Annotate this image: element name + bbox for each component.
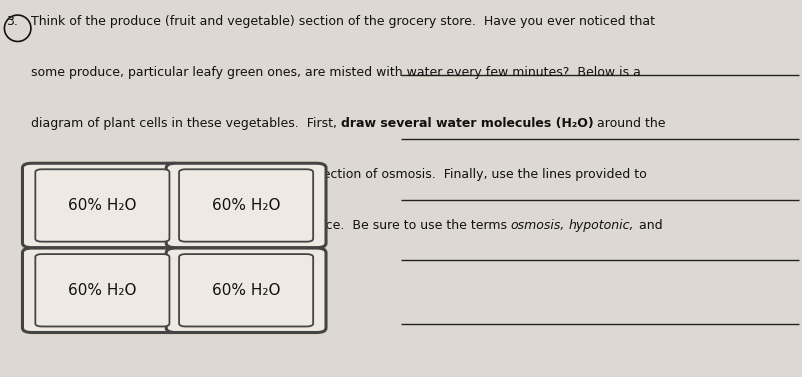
FancyBboxPatch shape xyxy=(35,169,169,242)
Text: around the: around the xyxy=(593,117,665,130)
Text: 60% H₂O: 60% H₂O xyxy=(212,283,280,298)
Text: plant cells.  Then,: plant cells. Then, xyxy=(30,168,146,181)
Text: 3.: 3. xyxy=(6,15,18,28)
Text: 60% H₂O: 60% H₂O xyxy=(68,283,136,298)
Text: hypotonic,: hypotonic, xyxy=(569,219,634,231)
FancyBboxPatch shape xyxy=(166,163,326,248)
Text: add arrows: add arrows xyxy=(146,168,225,181)
Text: hypertonic.: hypertonic. xyxy=(30,270,101,282)
FancyBboxPatch shape xyxy=(22,248,182,333)
Text: some produce, particular leafy green ones, are misted with water every few minut: some produce, particular leafy green one… xyxy=(30,66,639,79)
FancyBboxPatch shape xyxy=(166,248,326,333)
Text: diagram of plant cells in these vegetables.  First,: diagram of plant cells in these vegetabl… xyxy=(30,117,340,130)
FancyBboxPatch shape xyxy=(22,163,182,248)
Text: osmosis,: osmosis, xyxy=(510,219,565,231)
Text: 60% H₂O: 60% H₂O xyxy=(212,198,280,213)
FancyBboxPatch shape xyxy=(179,254,313,326)
Text: and: and xyxy=(634,219,662,231)
Text: Think of the produce (fruit and vegetable) section of the grocery store.  Have y: Think of the produce (fruit and vegetabl… xyxy=(30,15,654,28)
FancyBboxPatch shape xyxy=(35,254,169,326)
FancyBboxPatch shape xyxy=(179,169,313,242)
Text: to show the direction of osmosis.  Finally, use the lines provided to: to show the direction of osmosis. Finall… xyxy=(225,168,646,181)
Text: 60% H₂O: 60% H₂O xyxy=(68,198,136,213)
Text: why the grocery store mists the produce.  Be sure to use the terms: why the grocery store mists the produce.… xyxy=(82,219,510,231)
Text: draw several water molecules (H₂O): draw several water molecules (H₂O) xyxy=(340,117,593,130)
Text: explain: explain xyxy=(30,219,82,231)
